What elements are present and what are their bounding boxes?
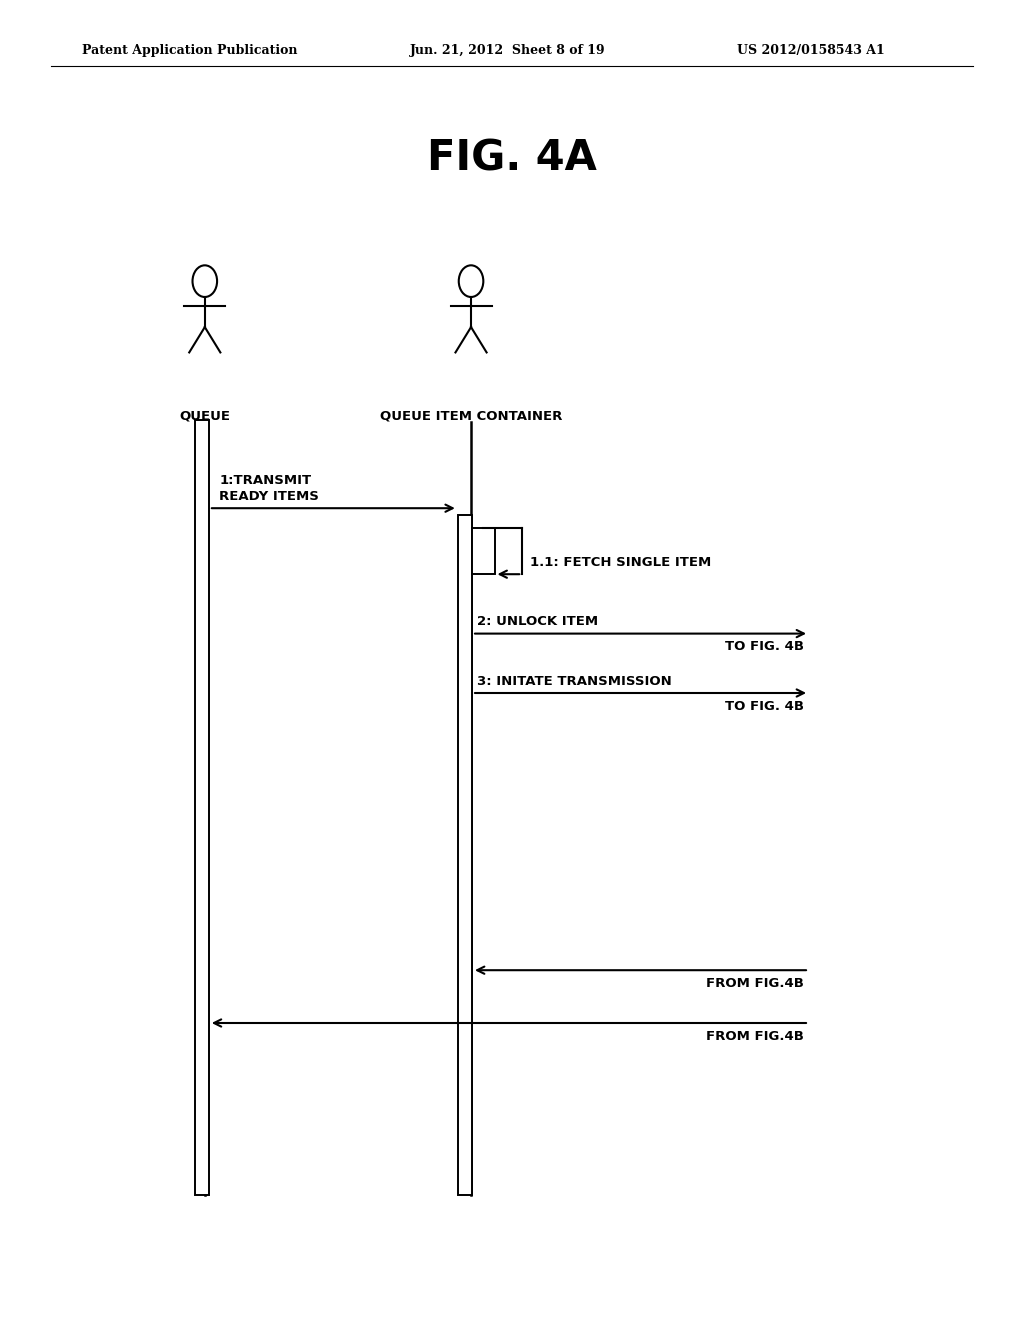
Bar [458,515,472,1195]
Bar [472,528,495,574]
Text: FROM FIG.4B: FROM FIG.4B [706,977,804,990]
Text: FIG. 4A: FIG. 4A [427,137,597,180]
Text: Patent Application Publication: Patent Application Publication [82,44,297,57]
Text: QUEUE: QUEUE [179,409,230,422]
Text: TO FIG. 4B: TO FIG. 4B [725,700,804,713]
Text: Jun. 21, 2012  Sheet 8 of 19: Jun. 21, 2012 Sheet 8 of 19 [410,44,605,57]
Text: 1.1: FETCH SINGLE ITEM: 1.1: FETCH SINGLE ITEM [530,556,712,569]
Text: QUEUE ITEM CONTAINER: QUEUE ITEM CONTAINER [380,409,562,422]
Bar [195,420,209,1195]
Text: 2: UNLOCK ITEM: 2: UNLOCK ITEM [477,615,598,628]
Text: TO FIG. 4B: TO FIG. 4B [725,640,804,653]
Text: 3: INITATE TRANSMISSION: 3: INITATE TRANSMISSION [477,675,672,688]
Text: US 2012/0158543 A1: US 2012/0158543 A1 [737,44,885,57]
Text: 1:TRANSMIT
READY ITEMS: 1:TRANSMIT READY ITEMS [219,474,319,503]
Text: FROM FIG.4B: FROM FIG.4B [706,1030,804,1043]
